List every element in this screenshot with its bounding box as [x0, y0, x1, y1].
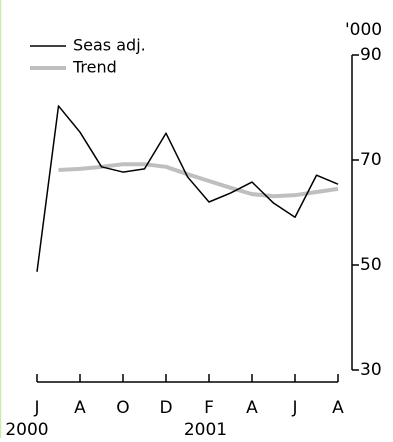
legend-label: Trend	[72, 58, 117, 77]
x-tick-label: O	[116, 398, 129, 418]
x-tick-label: D	[159, 398, 172, 418]
y-tick-label: 90	[360, 45, 382, 65]
series-line	[58, 162, 339, 199]
y-tick-label: 50	[360, 255, 382, 275]
x-tick-label: J	[33, 398, 39, 418]
x-tick-label: A	[246, 398, 258, 418]
legend-label: Seas adj.	[73, 36, 146, 55]
y-tick-label: 30	[360, 360, 382, 380]
x-tick-label: A	[332, 398, 344, 418]
series-line	[36, 105, 339, 272]
y-unit-label: '000	[345, 20, 382, 40]
x-tick-label: A	[74, 398, 86, 418]
year-label: 2000	[5, 420, 48, 438]
year-label: 2001	[184, 420, 227, 438]
x-tick-label: J	[291, 398, 297, 418]
x-tick-label: F	[204, 398, 214, 418]
y-tick-label: 70	[360, 150, 382, 170]
